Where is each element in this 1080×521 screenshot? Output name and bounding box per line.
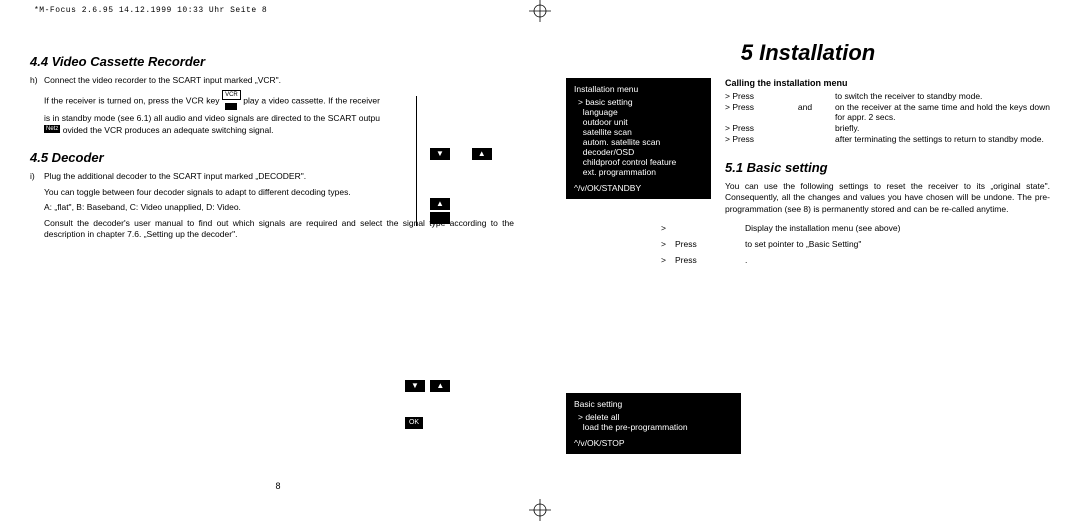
- menu-item: outdoor unit: [574, 117, 703, 127]
- menu-item: childproof control feature: [574, 157, 703, 167]
- menu-item: language: [574, 107, 703, 117]
- instruction-row: > Pressafter terminating the settings to…: [725, 134, 1050, 144]
- menu-footer: ^/v/OK/STANDBY: [574, 183, 703, 193]
- para-text: Connect the video recorder to the SCART …: [44, 75, 380, 86]
- arrow-button-group: ▼ ▲: [430, 148, 495, 160]
- instruction-row: > Pressandon the receiver at the same ti…: [725, 102, 1050, 122]
- menu-item: ext. programmation: [574, 167, 703, 177]
- up-arrow-icon: ▲: [472, 148, 492, 160]
- blank-key-icon: [430, 212, 450, 224]
- menu-item: > basic setting: [574, 97, 703, 107]
- key-label-vcr: VCR: [222, 90, 241, 100]
- section-4-4-body: h) Connect the video recorder to the SCA…: [30, 75, 380, 136]
- ok-key-icon: OK: [405, 417, 423, 429]
- down-arrow-icon: ▼: [405, 380, 425, 392]
- page-number: 8: [275, 481, 280, 491]
- calling-menu-title: Calling the installation menu: [725, 78, 1050, 88]
- menu-footer: ^/v/OK/STOP: [574, 438, 733, 448]
- list-letter: h): [30, 75, 44, 86]
- menu-title: Installation menu: [574, 84, 703, 94]
- installation-menu-box: Installation menu > basic setting langua…: [566, 78, 711, 199]
- para-text: Plug the additional decoder to the SCART…: [44, 171, 384, 182]
- text-fragment: ovided the VCR produces an adequate swit…: [63, 125, 274, 135]
- section-5-1-body: You can use the following settings to re…: [725, 181, 1050, 215]
- two-column-layout: Installation menu > basic setting langua…: [566, 78, 1050, 215]
- step-row: >Press.: [661, 255, 1050, 265]
- list-letter: i): [30, 171, 44, 182]
- text-fragment: If the receiver is turned on, press the …: [44, 96, 220, 106]
- para-text: You can toggle between four decoder sign…: [44, 187, 514, 198]
- right-page: 5 Installation Installation menu > basic…: [554, 40, 1050, 491]
- step-row: >Pressto set pointer to „Basic Setting": [661, 239, 1050, 249]
- menu-item: autom. satellite scan: [574, 137, 703, 147]
- menu-item: load the pre-programmation: [574, 422, 733, 432]
- instruction-row: > Pressbriefly.: [725, 123, 1050, 133]
- up-arrow-icon: ▲: [430, 198, 450, 210]
- section-5-1-title: 5.1 Basic setting: [725, 160, 1050, 175]
- lower-button-group: ▼ ▲ OK: [405, 380, 453, 429]
- stacked-arrow-icons: ▲: [430, 198, 453, 224]
- menu-item: decoder/OSD: [574, 147, 703, 157]
- basic-setting-menu-box-wrap: Basic setting > delete all load the pre-…: [566, 393, 741, 454]
- registration-mark-top: [529, 0, 551, 22]
- step-row: >Display the installation menu (see abov…: [661, 223, 1050, 233]
- left-page: 4.4 Video Cassette Recorder h) Connect t…: [30, 40, 526, 491]
- registration-mark-bottom: [529, 499, 551, 521]
- basic-setting-menu-box: Basic setting > delete all load the pre-…: [566, 393, 741, 454]
- up-arrow-icon: ▲: [430, 380, 450, 392]
- down-arrow-icon: ▼: [430, 148, 450, 160]
- page-spread: 4.4 Video Cassette Recorder h) Connect t…: [30, 40, 1050, 491]
- section-4-4-title: 4.4 Video Cassette Recorder: [30, 54, 514, 69]
- instruction-row: > Pressto switch the receiver to standby…: [725, 91, 1050, 101]
- menu-item: > delete all: [574, 412, 733, 422]
- chapter-5-title: 5 Installation: [566, 40, 1050, 66]
- menu-item: satellite scan: [574, 127, 703, 137]
- column-divider: [416, 96, 417, 226]
- menu-title: Basic setting: [574, 399, 733, 409]
- key-label-netz: Netz: [44, 125, 60, 133]
- steps-list: >Display the installation menu (see abov…: [661, 223, 1050, 265]
- print-header: *M-Focus 2.6.95 14.12.1999 10:33 Uhr Sei…: [34, 6, 267, 15]
- para-text: If the receiver is turned on, press the …: [44, 90, 380, 136]
- section-4-5-body: i) Plug the additional decoder to the SC…: [30, 171, 514, 240]
